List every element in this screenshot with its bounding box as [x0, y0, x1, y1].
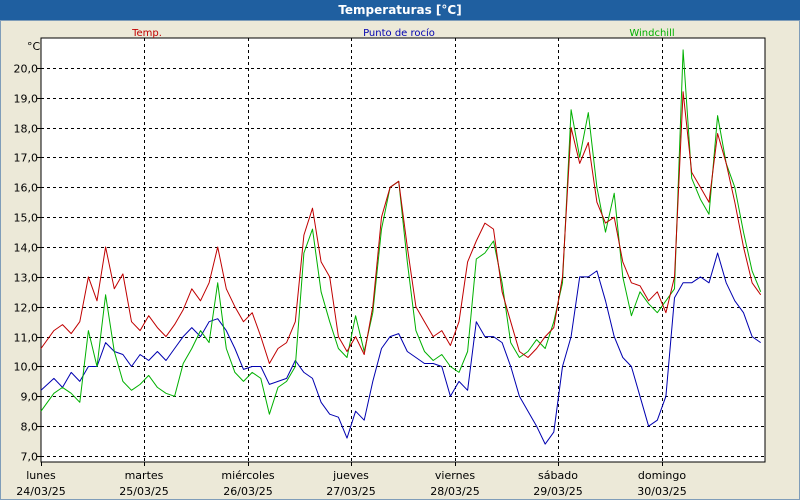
chart-frame: 7,0 8,0 9,0 10,0 11,0 12,0 13,0 14,0 15,0 16,0 17,… [0, 20, 800, 500]
day-date-label: 28/03/25 [430, 485, 479, 498]
y-tick-label: 12,0 [14, 302, 39, 315]
series-line-windchill [40, 49, 762, 415]
y-tick-label: 9,0 [21, 391, 39, 404]
y-tick-label: 8,0 [21, 421, 39, 434]
temperature-chart: 7,0 8,0 9,0 10,0 11,0 12,0 13,0 14,0 15,0 16,0 17,… [14, 27, 766, 498]
plot-area [40, 37, 766, 463]
y-tick-label: 18,0 [14, 123, 39, 136]
day-weekday-label: jueves [332, 469, 369, 482]
day-weekday-label: sábado [538, 469, 578, 482]
y-axis-unit: °C [27, 40, 41, 53]
y-tick-label: 19,0 [14, 93, 39, 106]
y-tick-label: 10,0 [14, 361, 39, 374]
day-weekday-label: domingo [638, 469, 686, 482]
y-tick-label: 13,0 [14, 272, 39, 285]
day-weekday-label: martes [125, 469, 164, 482]
series-line-punto-de-roc-o [40, 252, 761, 445]
day-date-label: 27/03/25 [326, 485, 375, 498]
legend-dewpoint: Punto de rocío [363, 27, 435, 39]
legend-temp: Temp. [131, 28, 162, 39]
legend-windchill: Windchill [629, 28, 674, 39]
y-tick-label: 11,0 [14, 332, 39, 345]
y-tick-label: 20,0 [14, 63, 39, 76]
series-line-temp [40, 91, 762, 364]
y-tick-label: 14,0 [14, 242, 39, 255]
day-weekday-label: viernes [435, 469, 475, 482]
day-date-label: 26/03/25 [223, 485, 272, 498]
day-weekday-label: miércoles [221, 469, 274, 482]
y-tick-label: 17,0 [14, 152, 39, 165]
day-date-label: 30/03/25 [637, 485, 686, 498]
chart-title: Temperaturas [°C] [0, 0, 800, 20]
day-weekday-label: lunes [26, 469, 56, 482]
day-date-label: 24/03/25 [16, 485, 65, 498]
y-tick-label: 7,0 [21, 451, 39, 464]
y-tick-label: 16,0 [14, 182, 39, 195]
day-date-label: 29/03/25 [533, 485, 582, 498]
day-date-label: 25/03/25 [119, 485, 168, 498]
y-tick-label: 15,0 [14, 212, 39, 225]
